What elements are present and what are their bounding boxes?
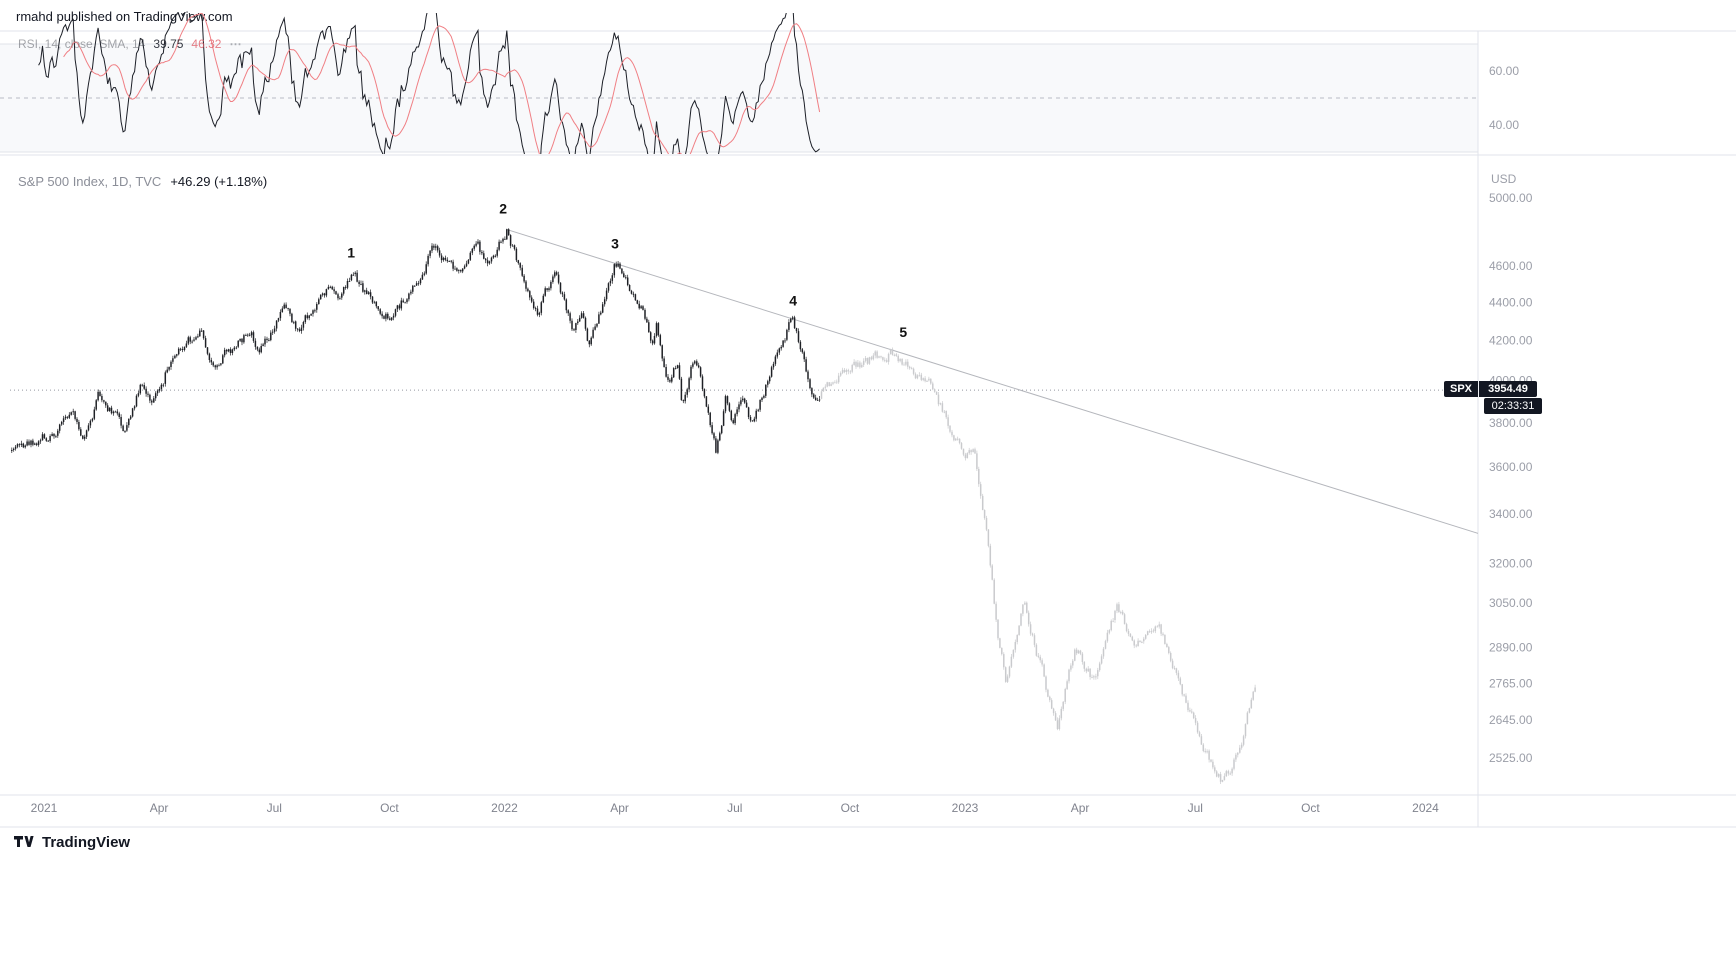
price-axis-label: 2890.00 bbox=[1489, 640, 1533, 654]
last-price-value: 3954.49 bbox=[1479, 381, 1538, 397]
price-axis-label: 2765.00 bbox=[1489, 677, 1533, 691]
price-change: +46.29 (+1.18%) bbox=[170, 174, 268, 189]
time-axis-label: Apr bbox=[1071, 801, 1090, 815]
time-axis-label: Jul bbox=[1188, 801, 1203, 815]
rsi-axis[interactable]: 60.00 40.00 bbox=[1489, 64, 1519, 132]
price-axis-label: 3400.00 bbox=[1489, 507, 1533, 521]
price-axis-label: 3200.00 bbox=[1489, 557, 1533, 571]
rsi-sma-line bbox=[63, 13, 821, 154]
time-axis-label: 2021 bbox=[31, 801, 58, 815]
price-axis-label: 4400.00 bbox=[1489, 296, 1533, 310]
bar-countdown: 02:33:31 bbox=[1484, 398, 1542, 414]
last-price-badge: SPX 3954.49 02:33:31 bbox=[1444, 381, 1542, 414]
publish-attribution: rmahd published on TradingView.com bbox=[16, 9, 233, 24]
candle-bodies bbox=[11, 229, 821, 453]
price-axis-label: 2525.00 bbox=[1489, 751, 1533, 765]
symbol-title[interactable]: S&P 500 Index, 1D, TVC bbox=[18, 174, 162, 189]
rsi-line bbox=[38, 13, 820, 154]
symbol-tag: SPX bbox=[1444, 381, 1479, 397]
wave-label-4[interactable]: 4 bbox=[789, 292, 797, 308]
price-axis-label: 3800.00 bbox=[1489, 416, 1533, 430]
currency-label: USD bbox=[1491, 172, 1517, 186]
brand-name: TradingView bbox=[42, 834, 131, 851]
symbol-legend: S&P 500 Index, 1D, TVC +46.29 (+1.18%) bbox=[18, 174, 267, 189]
wave-label-1[interactable]: 1 bbox=[347, 244, 355, 260]
time-axis-label: Apr bbox=[610, 801, 629, 815]
rsi-sma-value: 46.32 bbox=[191, 37, 222, 51]
projected-candle-bodies bbox=[820, 349, 1256, 782]
price-axis-label: 2645.00 bbox=[1489, 713, 1533, 727]
rsi-plot bbox=[38, 13, 821, 154]
time-axis-label: Jul bbox=[267, 801, 282, 815]
candle-wicks bbox=[11, 228, 820, 455]
price-axis-label: 3600.00 bbox=[1489, 460, 1533, 474]
rsi-legend: RSI, 14, close, SMA, 14 39.75 46.32 ⋯ bbox=[18, 37, 242, 51]
time-axis-label: Apr bbox=[150, 801, 169, 815]
wave-label-5[interactable]: 5 bbox=[899, 324, 907, 340]
price-axis-label: 5000.00 bbox=[1489, 191, 1533, 205]
trendline-drawing[interactable] bbox=[506, 229, 1479, 534]
rsi-legend-title[interactable]: RSI, 14, close, SMA, 14 bbox=[18, 37, 146, 51]
rsi-axis-label: 60.00 bbox=[1489, 64, 1519, 78]
price-axis-label: 4600.00 bbox=[1489, 259, 1533, 273]
footer-bar: TradingView bbox=[14, 834, 130, 851]
time-axis-label: 2022 bbox=[491, 801, 518, 815]
rsi-axis-label: 40.00 bbox=[1489, 118, 1519, 132]
time-axis-label: 2024 bbox=[1412, 801, 1439, 815]
time-axis-label: 2023 bbox=[952, 801, 979, 815]
price-label-row: SPX 3954.49 bbox=[1444, 381, 1542, 397]
rsi-more-icon[interactable]: ⋯ bbox=[229, 37, 243, 51]
price-axis-label: 3050.00 bbox=[1489, 596, 1533, 610]
projected-candle-wicks bbox=[821, 347, 1256, 784]
rsi-value: 39.75 bbox=[153, 37, 184, 51]
time-axis[interactable]: 2021 Apr Jul Oct 2022 Apr Jul Oct 2023 Apr Jul Oct 2… bbox=[31, 801, 1440, 815]
wave-label-3[interactable]: 3 bbox=[611, 236, 619, 252]
tradingview-home-link[interactable]: TradingView bbox=[14, 834, 130, 851]
time-axis-label: Oct bbox=[841, 801, 860, 815]
time-axis-label: Jul bbox=[727, 801, 742, 815]
tradingview-logo-icon bbox=[14, 835, 34, 847]
time-axis-label: Oct bbox=[1301, 801, 1320, 815]
main-plot bbox=[11, 228, 1479, 784]
time-axis-label: Oct bbox=[380, 801, 399, 815]
price-axis[interactable]: 5000.004600.004400.004200.004000.003800.… bbox=[1489, 191, 1533, 765]
price-axis-label: 4200.00 bbox=[1489, 334, 1533, 348]
wave-label-2[interactable]: 2 bbox=[499, 201, 507, 217]
